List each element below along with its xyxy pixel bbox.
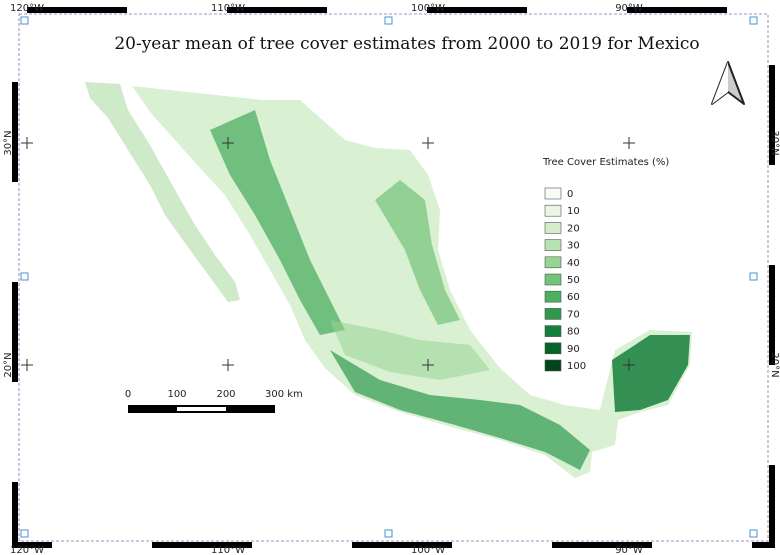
- legend-swatch: [544, 239, 562, 251]
- scale-label: 0: [125, 389, 131, 400]
- baja-california: [85, 82, 240, 302]
- scale-label: 100: [167, 389, 186, 400]
- legend: 0 10 20 30 40 50 60 70 80 90 100: [544, 187, 586, 372]
- latitude-label: 30°N: [3, 130, 14, 155]
- legend-label: 70: [567, 309, 580, 320]
- legend-label: 80: [567, 327, 580, 338]
- longitude-label: 100°W: [411, 3, 445, 14]
- legend-label: 0: [567, 189, 573, 200]
- longitude-label: 110°W: [211, 545, 245, 555]
- legend-swatch: [544, 359, 562, 372]
- map-title: 20-year mean of tree cover estimates fro…: [114, 34, 699, 54]
- legend-label: 100: [567, 361, 586, 372]
- scale-label: 200: [216, 389, 235, 400]
- legend-swatch: [544, 273, 562, 286]
- central-highlands: [330, 320, 490, 380]
- legend-label: 90: [567, 344, 580, 355]
- legend-label: 30: [567, 241, 580, 252]
- longitude-label: 90°W: [615, 3, 643, 14]
- legend-swatch: [544, 342, 562, 355]
- legend-label: 60: [567, 292, 580, 303]
- mexico: [85, 82, 692, 478]
- legend-swatch: [544, 325, 562, 337]
- graticule: [21, 137, 635, 371]
- sierra-madre-occidental: [210, 110, 345, 335]
- labels: 120°W 120°W 110°W 110°W 100°W 100°W 90°W 90°W 30…: [3, 3, 780, 555]
- legend-label: 10: [567, 206, 580, 217]
- longitude-label: 120°W: [10, 3, 44, 14]
- scale-label: 300 km: [265, 389, 303, 400]
- longitude-label: 90°W: [615, 545, 643, 555]
- yucatan-forests: [612, 335, 690, 412]
- scale-bar: [128, 405, 275, 413]
- legend-swatch: [544, 256, 562, 269]
- frame: [12, 7, 775, 548]
- legend-swatch: [544, 308, 562, 320]
- longitude-label: 110°W: [211, 3, 245, 14]
- legend-title: Tree Cover Estimates (%): [542, 157, 669, 168]
- sierra-madre-oriental: [375, 180, 460, 325]
- north-arrow-half: [712, 62, 728, 104]
- longitude-label: 100°W: [411, 545, 445, 555]
- legend-swatch: [544, 187, 562, 200]
- legend-swatch: [544, 222, 562, 234]
- longitude-label: 120°W: [10, 545, 44, 555]
- southern-forests: [330, 350, 590, 470]
- legend-swatch: [544, 290, 562, 303]
- frame-ticks: [20, 16, 758, 538]
- legend-swatch: [544, 204, 562, 217]
- latitude-label: 30°N: [769, 130, 780, 155]
- latitude-label: 20°N: [3, 352, 14, 377]
- latitude-label: 20°N: [769, 352, 780, 377]
- legend-label: 50: [567, 275, 580, 286]
- legend-label: 20: [567, 223, 580, 234]
- legend-label: 40: [567, 258, 580, 269]
